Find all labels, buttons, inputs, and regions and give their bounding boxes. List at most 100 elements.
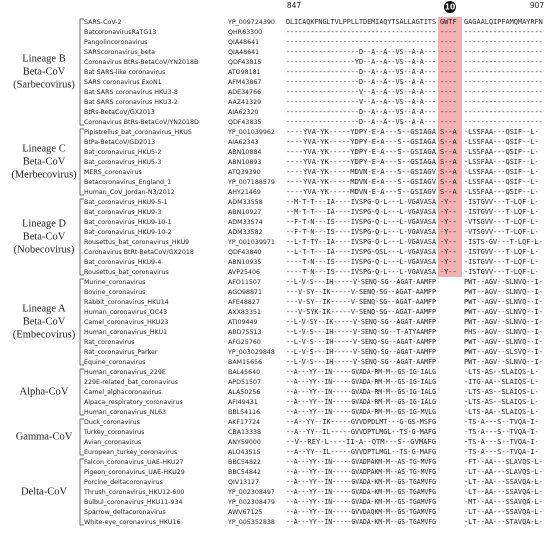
accession: AIA62343 <box>228 139 259 146</box>
sequence-left: --A---YY--IN-----GVADA-RM-M--GS-IG-IALG <box>286 368 436 376</box>
sequence-left: --A---YY--IN-----GVVDAQKM-M--GS-TGAMVFG <box>286 508 436 516</box>
virus-name: Human_coronavirus_OC43 <box>84 309 167 316</box>
virus-name: Bovine_coronavirus <box>84 289 145 296</box>
sequence-left: ----YVA-YK-----MDVN-E-A---S--GSIAGV <box>286 168 436 176</box>
virus-name: BtPa-BetaCoV/GD2013 <box>84 139 155 146</box>
group-label: Beta-CoV <box>23 231 66 242</box>
accession: AWV67125 <box>228 509 263 516</box>
accession: YP_005352838 <box>227 519 275 526</box>
sequence-right: -LTS-AS--SLAIQS-L- <box>464 368 539 376</box>
motif-highlight <box>438 157 462 167</box>
sequence-left: ----YVA-YK-----MDVN-E-A---S--GSIAGV <box>286 188 436 196</box>
motif-highlight <box>438 257 462 267</box>
virus-name: Bat_coronavirus_HKU9-3 <box>84 209 161 216</box>
sequence-right: -ISTGVV---T-LQF-L- <box>464 248 539 256</box>
sequence-motif: ---- <box>440 98 457 106</box>
virus-name: Human_coronavirus_NL63 <box>84 409 166 416</box>
accession: YP_002308497 <box>227 489 275 496</box>
sequence-right: PWT--AGV--SLSVQ--I- <box>464 348 543 356</box>
sequence-motif: S--A <box>440 138 457 146</box>
group-bracket <box>79 198 84 276</box>
accession: AFI49431 <box>228 399 258 406</box>
sequence-right: PWT--AGV--SLNVQ--I- <box>464 308 543 316</box>
sequence-motif: S--A <box>440 178 457 186</box>
sequence-right: -LT--AA---STAVQA-L- <box>464 518 543 526</box>
group-bracket <box>79 458 84 526</box>
accession: QIA48641 <box>228 39 259 46</box>
sequence-right: ------------------- <box>464 88 543 96</box>
group-label: Delta-CoV <box>21 486 67 497</box>
virus-name: SARScoronavirus_beta <box>84 49 155 56</box>
accession: ABN10935 <box>228 259 261 266</box>
group-label: Gamma-CoV <box>16 431 73 442</box>
virus-name: SARS-CoV-2 <box>84 19 122 26</box>
group-label: (Embecovirus) <box>13 329 76 340</box>
motif-highlight <box>438 147 462 157</box>
sequence-left: ------------------------------------- <box>286 38 436 46</box>
sequence-left: --A---YY--IN-----GVADA-RM-M--GS-IG-IALG <box>286 378 436 386</box>
accession: ATQ39390 <box>228 169 261 176</box>
virus-name: Bat_coronavirus_HKU9-10-1 <box>84 219 172 226</box>
group-label: Beta-CoV <box>23 66 66 77</box>
virus-name: Bat SARS coronavirus HKU3-8 <box>84 89 178 96</box>
sequence-left: --A--YY--IK-----GVVDPDLMT---G-GS-MSFG <box>286 418 436 426</box>
sequence-left: --L-V-SY--IK-----V-SENQ-SG--AGAT-AAMFP <box>286 318 436 326</box>
sequence-motif: -Y-- <box>440 248 457 256</box>
group-bracket <box>79 128 84 196</box>
sequence-right: PWT--AGV--SLNVQ--I- <box>464 298 543 306</box>
group-label: Lineage D <box>22 218 66 229</box>
virus-name: Thrush_coronavirus_HKU12-600 <box>83 489 184 496</box>
motif-number: 10 <box>445 3 455 12</box>
motif-highlight <box>438 187 462 197</box>
sequence-right: ------------------- <box>464 78 543 86</box>
virus-name: Rabbit_coronavirus_HKU14 <box>84 299 169 306</box>
sequence-right: -LT--AA---SLAVQS-L- <box>464 468 543 476</box>
group-bracket <box>79 278 84 366</box>
accession: AIA62320 <box>228 109 259 116</box>
accession: YP_003029848 <box>227 349 275 356</box>
sequence-right: -LSSFAA---QSIF--L- <box>464 178 539 186</box>
group-label: (Sarbecovirus) <box>13 79 75 90</box>
virus-name: Bat_coronavirus_HKU9-4 <box>84 259 161 266</box>
virus-name: Bat_coronavirus_HKU9-5-1 <box>84 199 168 206</box>
group-label: Lineage B <box>22 53 65 64</box>
sequence-right: -ISTGVV---T-LQF-L- <box>464 258 539 266</box>
virus-name: Coronavirus BtRs-BetaCoV/YN2018B <box>84 59 198 66</box>
virus-name: Human_coronavirus_HKU1 <box>84 329 167 336</box>
virus-name: Avian_coronavirus <box>84 439 141 446</box>
group-label: Beta-CoV <box>23 156 66 167</box>
sequence-motif: ---- <box>440 58 457 66</box>
sequence-right: -LSSFAA---QSIF--L- <box>464 168 539 176</box>
sequence-right: ------------------- <box>464 108 543 116</box>
sequence-motif: ---- <box>440 48 457 56</box>
end-position: 907 <box>530 1 545 10</box>
virus-name: Sparrow_deltacoronavirus <box>84 509 166 516</box>
sequence-left: --L-V-S---IH-----V-SENQ-SG--AGAT-AAMFP <box>286 348 436 356</box>
accession: BBL54116 <box>228 409 260 416</box>
motif-highlight <box>438 227 462 237</box>
virus-name: Coronavirus BtRs-BetaCoV/YN2018D <box>84 119 199 126</box>
sequence-motif: S--A <box>440 128 457 136</box>
sequence-left: --A--YY--IL-----GVVDPTLMGL--TS-G-MAFG <box>286 428 436 436</box>
virus-name: Porcine_deltacoronavirus <box>84 479 163 486</box>
sequence-right: ------------------- <box>464 58 543 66</box>
motif-highlight <box>438 207 462 217</box>
sequence-right: -TS-A---S--TVQA-I- <box>464 428 539 436</box>
motif-highlight <box>438 247 462 257</box>
motif-highlight <box>438 47 462 57</box>
virus-name: BtRs-BetaCoV/GX2013 <box>84 109 155 116</box>
accession: YP_009724390 <box>227 19 275 26</box>
sequence-motif: ---- <box>440 88 457 96</box>
sequence-left: --L-T-TY--IA----IVSPG-Q-L---L-VGAVASA <box>286 238 437 246</box>
sequence-left: --A--YY--IL-----GVVDPTLMGL--TS-G-MAFG <box>286 448 436 456</box>
sequence-left: --L-V-S---IH-----V-SENQ-SG--AGAT-AAMFP <box>286 358 436 366</box>
motif-highlight <box>438 267 462 277</box>
sequence-motif: -Y-- <box>440 218 457 226</box>
sequence-left: DLICAQKFNGLTVLPPLLTDEMIAQYTSALLAGTITS <box>286 18 436 26</box>
sequence-left: --A---YY--IN-----GVADA-KM-M--GS-TGAMVFG <box>286 518 436 526</box>
motif-highlight <box>438 137 462 147</box>
sequence-right: PHS--AGV--SLNVQ--I- <box>464 328 543 336</box>
accession: QHR63300 <box>228 29 262 36</box>
accession: QIV13127 <box>228 479 259 486</box>
sequence-right: ------------------- <box>464 28 543 36</box>
